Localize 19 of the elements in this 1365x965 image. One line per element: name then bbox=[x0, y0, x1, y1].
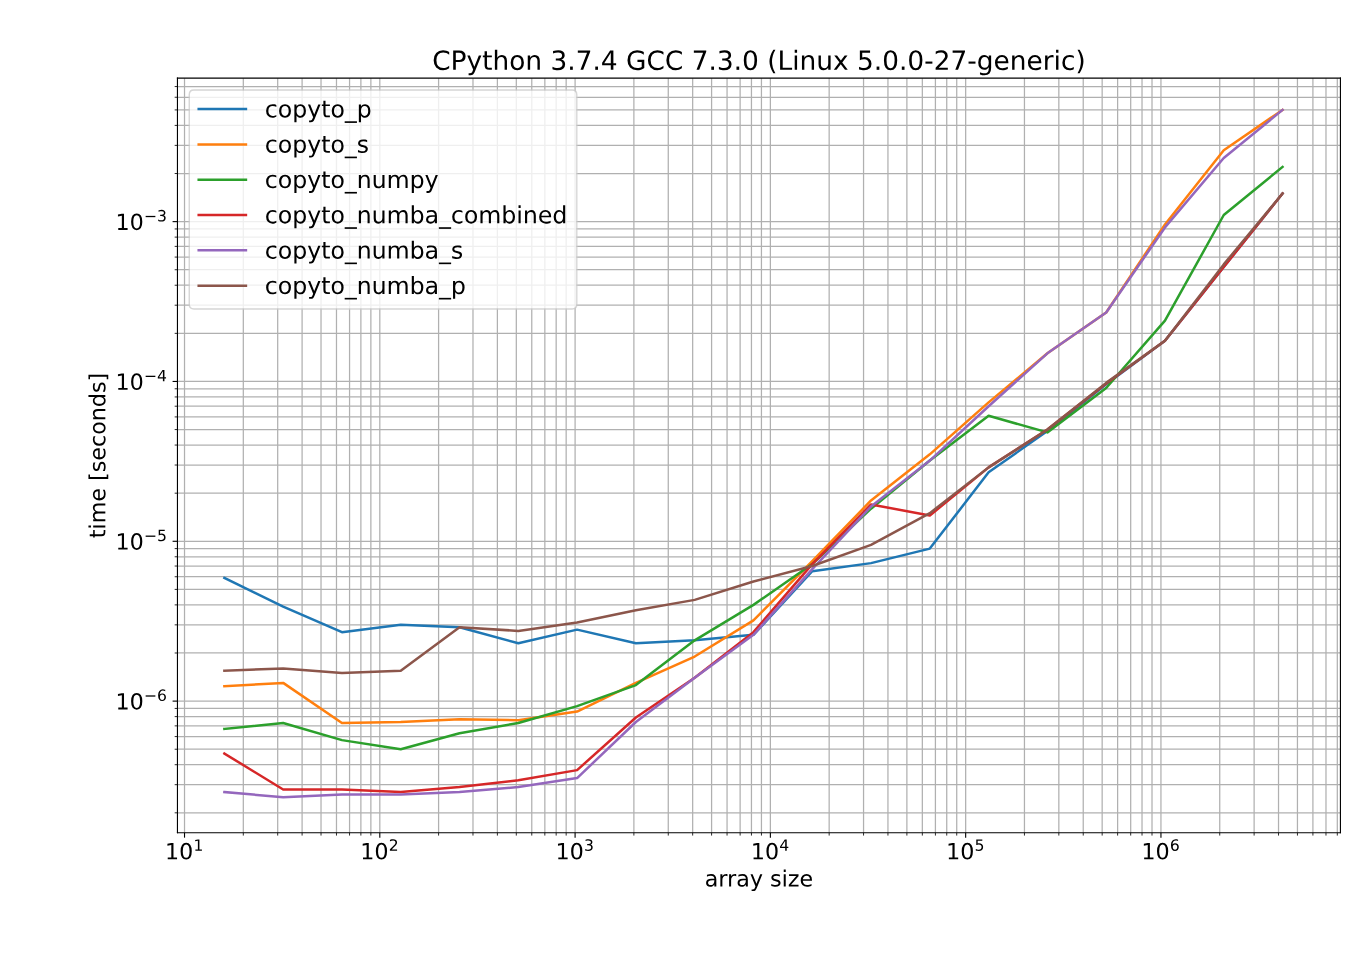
y-tick-label: 10$^{−6}$ bbox=[117, 689, 166, 710]
x-tick-label: 10$^{3}$ bbox=[557, 839, 593, 860]
legend-label: copyto_numba_combined bbox=[266, 205, 566, 229]
legend-label: copyto_numba_p bbox=[266, 275, 465, 300]
x-axis-title: array size bbox=[706, 869, 812, 892]
y-tick-label: 10$^{−3}$ bbox=[117, 209, 166, 231]
y-tick-label: 10$^{−5}$ bbox=[117, 529, 166, 550]
legend-label: copyto_p bbox=[266, 100, 371, 123]
chart-title: CPython 3.7.4 GCC 7.3.0 (Linux 5.0.0-27-generic) bbox=[433, 49, 1084, 76]
x-tick-label: 10$^{6}$ bbox=[1143, 839, 1179, 860]
legend-label: copyto_numpy bbox=[266, 171, 438, 194]
legend-label: copyto_s bbox=[266, 136, 368, 159]
x-tick-label: 10$^{4}$ bbox=[753, 839, 789, 860]
x-tick-label: 10$^{1}$ bbox=[167, 839, 202, 860]
y-axis-title: time [seconds] bbox=[88, 374, 109, 538]
legend-label: copyto_numba_s bbox=[266, 240, 463, 265]
y-tick-label: 10$^{−4}$ bbox=[117, 369, 167, 391]
x-tick-label: 10$^{2}$ bbox=[362, 839, 398, 860]
x-tick-label: 10$^{5}$ bbox=[948, 839, 984, 860]
